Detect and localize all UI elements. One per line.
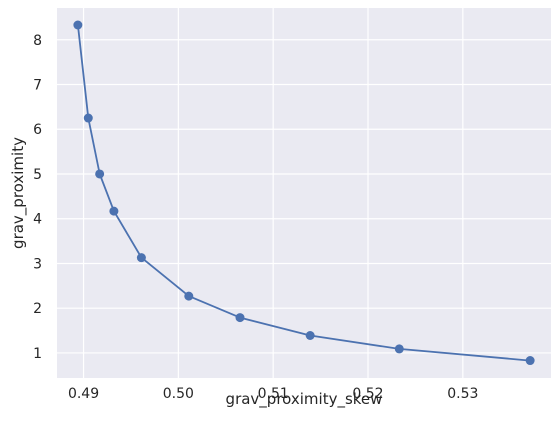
data-point [136,253,146,263]
y-tick-label: 3 [33,256,42,272]
data-point [305,330,315,340]
x-tick-label: 0.49 [68,386,99,402]
y-tick-label: 4 [33,212,42,228]
x-gridlines [82,8,464,378]
y-tick-label: 1 [33,346,42,362]
series-line [77,24,531,362]
y-tick-labels: 1 2 3 4 5 6 7 8 [33,33,42,362]
y-tick-label: 8 [33,33,42,49]
x-axis-label: grav_proximity_skew [226,390,383,409]
data-point [73,20,83,30]
data-point [394,344,404,354]
data-point [109,206,119,216]
x-tick-label: 0.50 [163,386,194,402]
y-gridlines [57,39,551,354]
x-tick-label: 0.52 [352,386,383,402]
plot-background [57,8,551,378]
x-tick-label: 0.51 [258,386,289,402]
data-point [95,169,105,179]
y-tick-label: 7 [33,78,42,94]
data-point [525,356,535,366]
data-point [184,291,194,301]
data-point [235,313,245,323]
y-tick-label: 6 [33,122,42,138]
y-axis-label: grav_proximity [9,137,28,249]
y-tick-label: 2 [33,301,42,317]
data-point [83,113,93,123]
x-tick-label: 0.53 [447,386,478,402]
series-layer [73,20,535,366]
y-tick-label: 5 [33,167,42,183]
x-tick-labels: 0.49 0.50 0.51 0.52 0.53 [68,386,478,402]
